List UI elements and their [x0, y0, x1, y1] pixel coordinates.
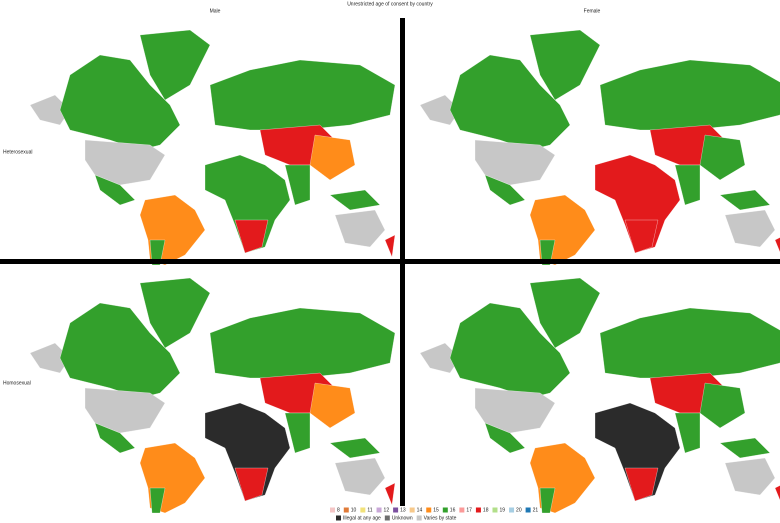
region — [599, 307, 780, 379]
region — [204, 402, 291, 502]
legend-swatch — [426, 507, 432, 513]
legend-swatch — [336, 515, 341, 521]
legend-label: 15 — [433, 507, 439, 513]
map-panel — [29, 277, 396, 514]
region — [284, 412, 311, 454]
region — [329, 437, 381, 459]
legend-label: Varies by state — [424, 515, 457, 521]
region — [139, 29, 211, 101]
legend-label: 13 — [400, 507, 406, 513]
region — [719, 437, 771, 459]
region — [539, 487, 556, 514]
legend-swatch — [509, 507, 515, 513]
region — [699, 134, 746, 181]
region — [204, 154, 291, 254]
region — [539, 239, 556, 266]
region — [209, 307, 396, 379]
legend-label: 10 — [351, 507, 357, 513]
legend-label: 16 — [450, 507, 456, 513]
column-label: Male — [210, 8, 221, 14]
region — [724, 457, 776, 496]
region — [309, 134, 356, 181]
legend-swatch — [442, 507, 448, 513]
map-panel — [419, 277, 780, 514]
region — [284, 164, 311, 206]
legend: 8 10 11 12 13 14 15 16 17 18 19 20 21 Illegal at any … — [330, 507, 538, 521]
region — [774, 485, 780, 501]
region — [94, 422, 136, 454]
region — [774, 237, 780, 253]
legend-swatch — [343, 507, 349, 513]
region — [149, 239, 166, 266]
region — [599, 59, 780, 131]
region — [234, 467, 269, 502]
region — [449, 54, 571, 151]
row-label: Homosexual — [3, 380, 31, 386]
region — [719, 189, 771, 211]
region — [674, 164, 701, 206]
region — [59, 302, 181, 399]
divider — [0, 259, 780, 264]
region — [334, 457, 386, 496]
legend-label: 12 — [384, 507, 390, 513]
legend-label: 8 — [337, 507, 340, 513]
legend-label: Unknown — [392, 515, 413, 521]
legend-label: 19 — [499, 507, 505, 513]
column-label: Female — [584, 8, 601, 14]
region — [334, 209, 386, 248]
region — [59, 54, 181, 151]
maps — [29, 29, 780, 514]
region — [529, 29, 601, 101]
region — [484, 174, 526, 206]
legend-swatch — [459, 507, 465, 513]
region — [139, 277, 211, 349]
region — [149, 487, 166, 514]
row-label: Heterosexual — [3, 149, 32, 155]
legend-label: 21 — [533, 507, 539, 513]
region — [699, 382, 746, 429]
region — [84, 139, 166, 186]
region — [309, 382, 356, 429]
legend-swatch — [525, 507, 531, 513]
legend-swatch — [376, 507, 382, 513]
legend-label: 20 — [516, 507, 522, 513]
legend-label: 11 — [367, 507, 372, 513]
legend-label: Illegal at any age — [343, 515, 381, 521]
region — [94, 174, 136, 206]
region — [449, 302, 571, 399]
region — [234, 219, 269, 254]
region — [484, 422, 526, 454]
region — [384, 234, 396, 258]
region — [594, 402, 681, 502]
region — [384, 482, 396, 506]
legend-swatch — [330, 507, 335, 513]
region — [84, 387, 166, 434]
region — [474, 139, 556, 186]
legend-label: 17 — [466, 507, 472, 513]
region — [329, 189, 381, 211]
region — [624, 219, 659, 254]
legend-label: 14 — [417, 507, 423, 513]
region — [209, 59, 396, 131]
legend-swatch — [475, 507, 481, 513]
region — [624, 467, 659, 502]
title: Unrestricted age of consent by country — [347, 1, 433, 7]
map-panel — [419, 29, 780, 266]
legend-swatch — [492, 507, 498, 513]
region — [529, 277, 601, 349]
map-panel — [29, 29, 396, 266]
legend-swatch — [409, 507, 415, 513]
legend-swatch — [416, 515, 422, 521]
region — [474, 387, 556, 434]
legend-swatch — [393, 507, 399, 513]
region — [724, 209, 776, 248]
legend-label: 18 — [483, 507, 489, 513]
legend-swatch — [360, 507, 366, 513]
region — [674, 412, 701, 454]
region — [594, 154, 681, 254]
legend-swatch — [384, 515, 390, 521]
